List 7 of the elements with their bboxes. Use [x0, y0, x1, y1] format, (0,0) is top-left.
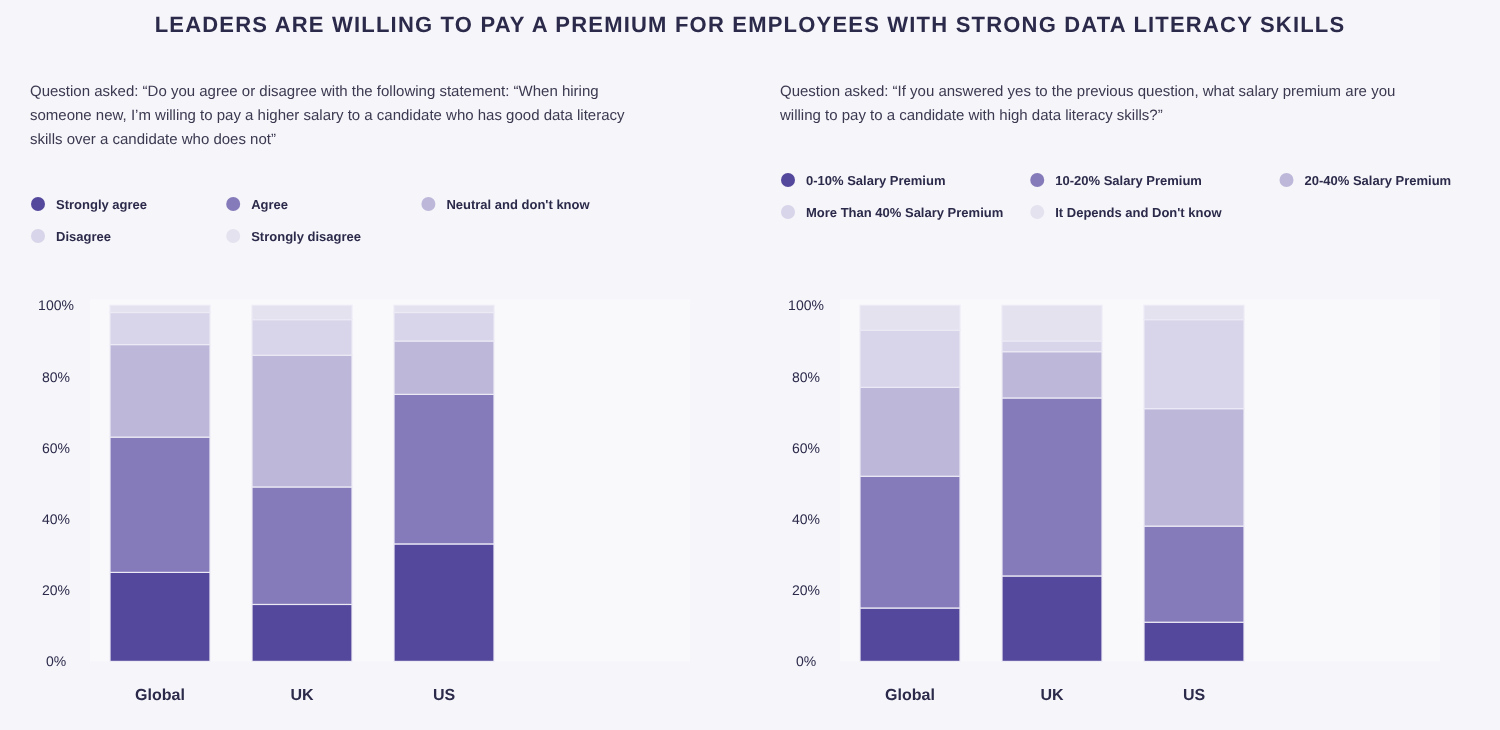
text: LEADERS ARE WILLING TO PAY A PREMIUM FOR EMPLOYEES WITH STRONG DATA LITERACY SKILLS [154, 14, 1346, 38]
x-tick-label: UK [290, 686, 314, 704]
x-tick-label: Global [885, 686, 935, 704]
x-tick-label: Global [135, 686, 185, 704]
x-tick-label: US [1182, 686, 1207, 704]
x-tick-label: US [432, 686, 457, 704]
x-tick-label: UK [1040, 686, 1064, 704]
